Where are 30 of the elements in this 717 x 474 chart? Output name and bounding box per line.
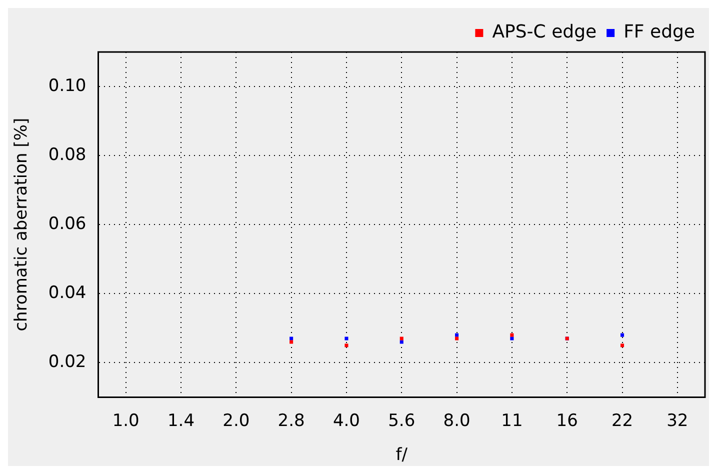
x-tick-label: 32 [666,410,688,431]
legend-label: APS-C edge [492,22,597,43]
x-tick-label: 8.0 [443,410,470,431]
y-tick-label: 0.04 [48,283,86,304]
point [344,344,348,348]
point [620,333,624,337]
point [455,336,459,340]
x-tick-label: 16 [556,410,578,431]
x-tick-label: 2.8 [278,410,305,431]
y-tick-label: 0.06 [48,214,86,234]
point [400,336,404,340]
point [510,333,514,337]
y-tick-label: 0.08 [48,144,86,165]
x-tick-label: 2.0 [222,410,250,431]
point [344,336,348,340]
y-tick-label: 0.02 [48,352,86,372]
x-tick-label: 4.0 [332,410,360,431]
legend-label: FF edge [624,22,696,43]
y-axis-title: chromatic aberration [%] [12,118,32,332]
point [290,336,294,340]
x-tick-label: 1.4 [167,410,195,431]
x-tick-label: 1.0 [112,410,140,431]
x-axis-title: f/ [396,445,408,466]
y-tick-label: 0.10 [48,76,86,96]
point [620,344,624,348]
x-tick-label: 5.6 [388,410,416,431]
point [510,336,514,340]
x-tick-label: 11 [501,410,523,431]
point [290,340,294,344]
x-tick-label: 22 [611,410,634,431]
